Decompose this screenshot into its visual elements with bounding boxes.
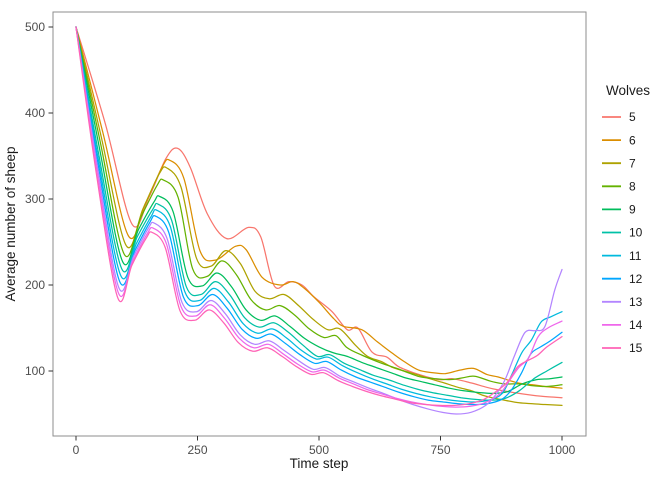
y-tick-label: 300 [25,192,45,206]
series-line-wolves-9 [75,26,563,395]
axes: 0 250 500 750 1000 100 200 300 400 500 [25,20,576,457]
legend-item-wolves-11: 11 [602,249,642,263]
legend-label: 14 [629,318,643,332]
series-line-wolves-14 [75,26,563,408]
legend-label: 13 [629,295,643,309]
legend-label: 12 [629,272,643,286]
x-tick-label: 0 [73,443,80,457]
legend-item-wolves-10: 10 [602,226,643,240]
x-tick-label: 750 [430,443,450,457]
x-axis-title: Time step [290,456,349,471]
legend-label: 7 [629,156,636,170]
legend-label: 11 [629,249,642,263]
series-line-wolves-15 [75,26,563,407]
x-tick-label: 250 [187,443,207,457]
x-tick-label: 1000 [549,443,576,457]
series-line-wolves-8 [75,26,563,388]
series-lines [75,26,563,415]
y-tick-label: 400 [25,106,45,120]
series-line-wolves-10 [75,26,563,401]
series-line-wolves-5 [75,26,563,399]
series-line-wolves-11 [75,26,563,403]
legend-label: 9 [629,203,636,217]
legend-label: 8 [629,180,636,194]
legend-label: 15 [629,341,643,355]
legend-item-wolves-5: 5 [602,110,636,124]
legend-item-wolves-6: 6 [602,133,636,147]
legend-label: 5 [629,110,636,124]
legend-title: Wolves [606,83,650,98]
legend-item-wolves-14: 14 [602,318,643,332]
legend-item-wolves-9: 9 [602,203,636,217]
legend-item-wolves-12: 12 [602,272,643,286]
y-tick-label: 500 [25,20,45,34]
legend-item-wolves-15: 15 [602,341,643,355]
y-tick-label: 200 [25,278,45,292]
legend-label: 6 [629,133,636,147]
legend-label: 10 [629,226,643,240]
y-axis-title: Average number of sheep [3,146,18,301]
legend-item-wolves-8: 8 [602,180,636,194]
series-line-wolves-13 [75,26,563,415]
legend: 5 6 7 8 9 10 11 12 13 14 15 [602,110,643,355]
legend-item-wolves-13: 13 [602,295,643,309]
legend-item-wolves-7: 7 [602,156,636,170]
series-line-wolves-7 [75,26,563,407]
x-tick-label: 500 [309,443,329,457]
series-line-wolves-6 [75,26,563,389]
y-tick-label: 100 [25,364,45,378]
series-line-wolves-12 [75,26,563,406]
